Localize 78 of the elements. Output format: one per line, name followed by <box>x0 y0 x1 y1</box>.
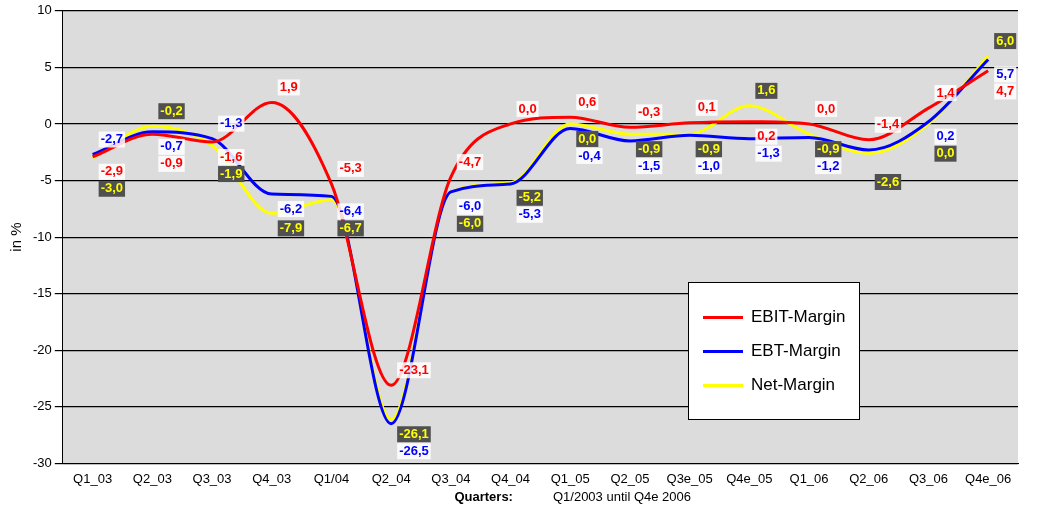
data-label: -1,3 <box>220 115 243 131</box>
x-tick-label: Q1_05 <box>550 470 590 486</box>
data-label: -2,9 <box>100 163 124 179</box>
data-label: -4,7 <box>458 153 482 169</box>
data-label: 0,1 <box>697 99 716 115</box>
data-label: -6,0 <box>458 215 482 231</box>
y-tick-label: 5 <box>44 58 52 74</box>
data-label: -5,3 <box>518 206 541 222</box>
y-tick-label: 0 <box>44 115 52 131</box>
data-label: -1,4 <box>876 116 900 132</box>
data-label: 0,2 <box>936 128 955 144</box>
x-tick-label: Q2_06 <box>849 470 889 486</box>
x-tick-label: Q3_04 <box>431 470 471 486</box>
legend-label: Net-Margin <box>751 375 836 396</box>
data-label: -0,2 <box>160 102 183 118</box>
data-label: -26,5 <box>399 442 429 458</box>
data-label: 0,2 <box>757 128 776 144</box>
data-label: 1,6 <box>757 82 776 98</box>
x-tick-label: Q1/04 <box>313 470 350 486</box>
data-label: -1,9 <box>220 165 243 181</box>
data-label: -0,7 <box>160 138 183 154</box>
x-tick-label: Q4e_05 <box>726 470 773 486</box>
data-label: 0,0 <box>518 100 537 116</box>
data-label: -0,9 <box>160 155 183 171</box>
y-tick-label: -30 <box>32 454 52 470</box>
data-label: -6,4 <box>339 202 363 218</box>
y-tick-label: -5 <box>40 172 52 188</box>
data-label: -0,9 <box>637 140 661 156</box>
x-tick-label: Q2_05 <box>610 470 650 486</box>
y-tick-label: -25 <box>32 398 52 414</box>
data-label: -1,3 <box>757 145 780 161</box>
x-axis-title: Quarters: <box>454 489 513 505</box>
data-label: -26,1 <box>399 425 429 441</box>
x-tick-label: Q2_04 <box>371 470 411 486</box>
data-label: -0,4 <box>578 147 602 163</box>
data-label: -23,1 <box>399 361 429 377</box>
x-tick-label: Q2_03 <box>132 470 172 486</box>
data-label: -1,6 <box>220 148 243 164</box>
data-label: 1,4 <box>936 84 956 100</box>
x-tick-label: Q4e_06 <box>965 470 1012 486</box>
data-label: -5,3 <box>339 160 362 176</box>
data-label: 6,0 <box>996 32 1015 48</box>
legend-label: EBIT-Margin <box>751 307 846 328</box>
data-label: -1,0 <box>697 157 721 173</box>
data-label: -6,7 <box>339 219 362 235</box>
x-tick-label: Q3e_05 <box>666 470 713 486</box>
text: Q1/2003 until Q4e 2006 <box>552 489 692 505</box>
x-tick-label: Q3_03 <box>192 470 232 486</box>
data-label: 0,6 <box>578 93 597 109</box>
data-label: -3,0 <box>100 180 124 196</box>
data-label: -1,2 <box>817 157 840 173</box>
x-tick-label: Q3_06 <box>908 470 948 486</box>
data-label: 0,0 <box>578 130 597 146</box>
y-tick-label: -20 <box>32 341 52 357</box>
x-tick-label: Q4_03 <box>252 470 292 486</box>
y-tick-label: -10 <box>32 228 52 244</box>
y-tick-label: 10 <box>37 2 52 18</box>
x-tick-label: Q1_06 <box>789 470 829 486</box>
data-label: -0,9 <box>817 140 840 156</box>
data-label: -2,7 <box>100 131 124 147</box>
data-label: -6,0 <box>458 198 482 214</box>
data-label: 0,0 <box>817 100 836 116</box>
x-tick-label: Q4_04 <box>491 470 531 486</box>
data-label: 0,0 <box>936 145 955 161</box>
x-tick-label: Q1_03 <box>73 470 113 486</box>
legend-label: EBT-Margin <box>751 341 841 362</box>
data-label: -7,9 <box>279 219 303 235</box>
y-axis-title: in % <box>7 222 25 252</box>
data-label: -2,6 <box>876 173 900 189</box>
y-tick-label: -15 <box>32 285 52 301</box>
data-label: -0,3 <box>637 103 661 119</box>
data-label: 4,7 <box>996 83 1015 99</box>
data-label: -6,2 <box>279 200 303 216</box>
data-label: -5,2 <box>518 189 541 205</box>
data-label: -0,9 <box>697 140 721 156</box>
data-label: 1,9 <box>279 79 298 95</box>
data-label: -1,5 <box>637 157 661 173</box>
data-label: 5,7 <box>996 66 1015 82</box>
